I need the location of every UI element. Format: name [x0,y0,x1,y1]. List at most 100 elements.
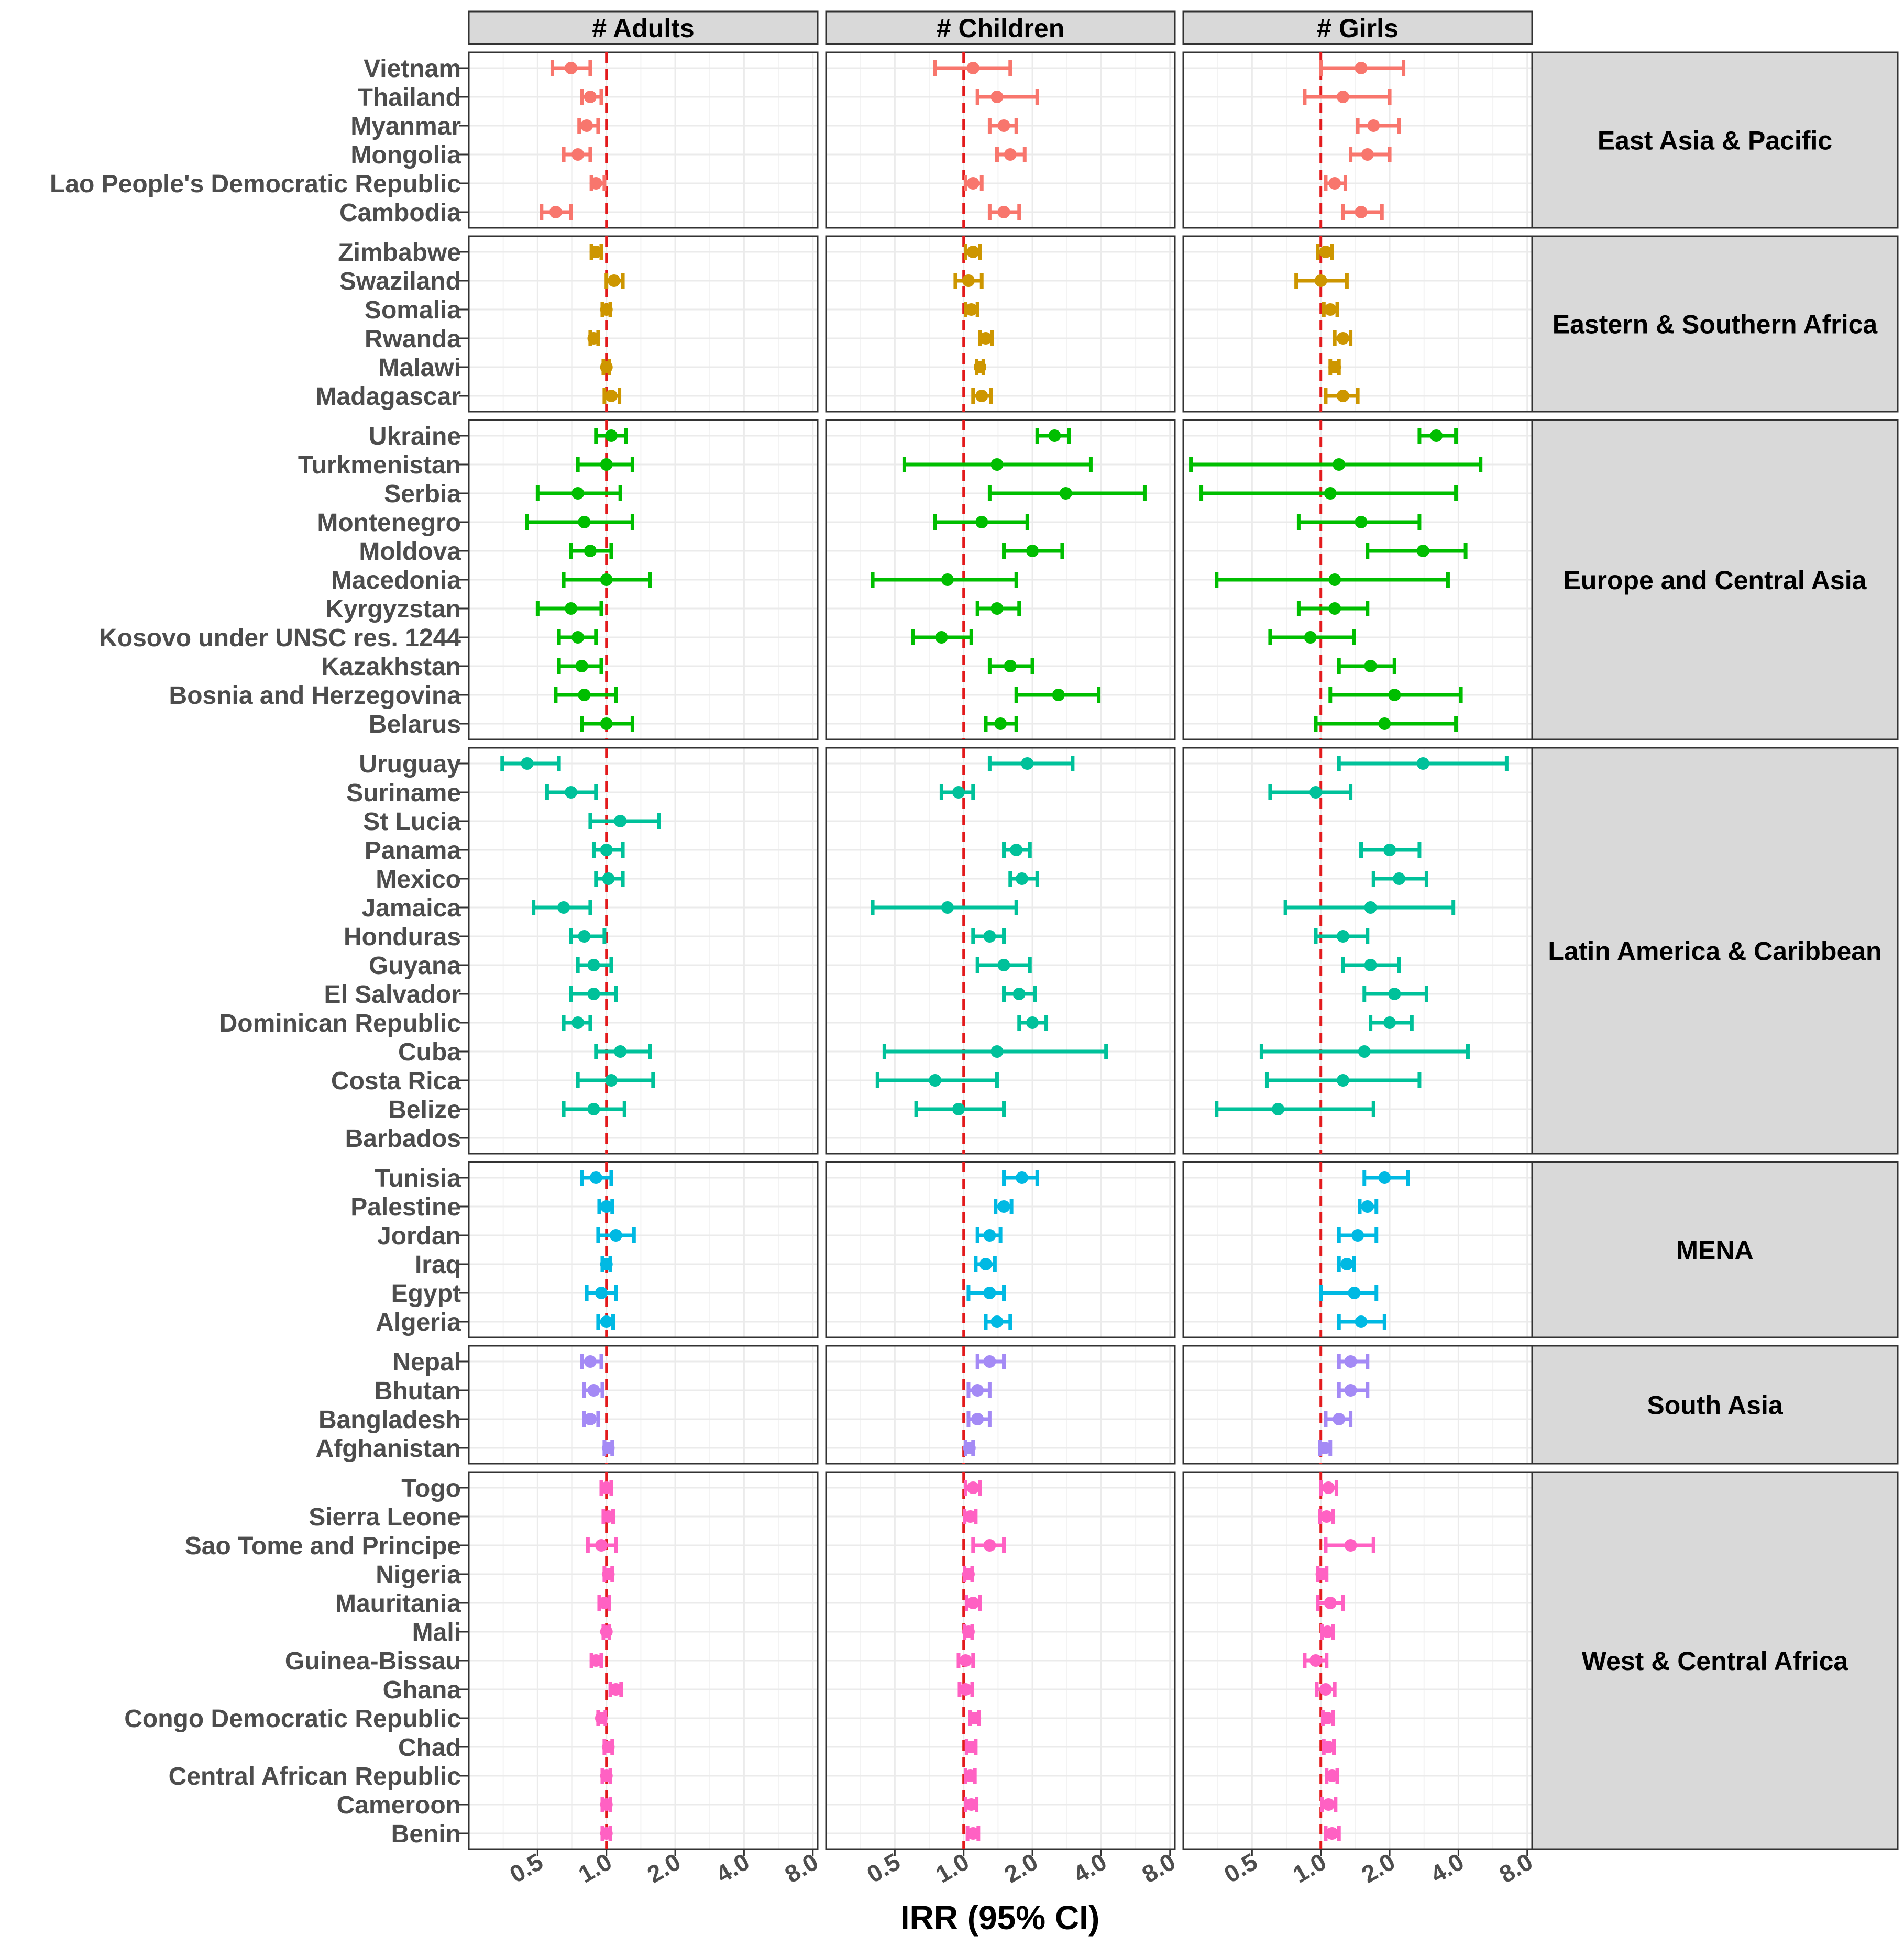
point-estimate [1355,206,1368,218]
point-estimate [584,91,597,103]
point-estimate [1320,1510,1333,1523]
point-estimate [1388,988,1401,1000]
point-estimate [1322,1741,1335,1753]
panel-border [825,419,1176,740]
region-strip-label: MENA [1676,1236,1753,1265]
country-label: Ukraine [369,423,461,450]
point-estimate [589,1654,602,1667]
x-tick-label: 8.0 [1137,1848,1180,1888]
x-tick-label: 4.0 [711,1848,754,1888]
x-tick-label: 0.5 [1219,1848,1262,1888]
point-estimate [1324,487,1337,500]
panel-header-box [468,10,819,45]
point-estimate [941,901,954,914]
point-estimate [975,516,988,528]
country-label: Afghanistan [316,1435,461,1463]
point-estimate [604,390,618,402]
country-label: Bosnia and Herzegovina [169,682,461,710]
point-estimate [971,1413,984,1425]
country-label: Mauritania [335,1590,461,1618]
point-estimate [587,988,600,1000]
point-estimate [990,1045,1004,1058]
point-estimate [1026,545,1039,557]
panel-border [825,51,1176,229]
point-estimate [952,1103,965,1115]
country-label: Belize [388,1096,461,1124]
point-estimate [604,1074,618,1087]
point-estimate [1361,148,1374,161]
point-estimate [1364,660,1377,672]
point-estimate [1393,872,1406,885]
point-estimate [602,1442,615,1454]
point-estimate [1336,332,1349,345]
x-axis-title: IRR (95% CI) [900,1899,1100,1937]
x-tick-label: 4.0 [1069,1848,1111,1888]
point-estimate [1383,1016,1396,1029]
point-estimate [600,1798,613,1811]
point-estimate [1004,148,1017,161]
point-estimate [608,274,621,287]
point-estimate [602,1568,615,1580]
point-estimate [1344,1539,1357,1552]
point-estimate [1309,786,1322,799]
point-estimate [1348,1287,1361,1299]
country-label: Tunisia [375,1165,461,1192]
point-estimate [1322,1798,1335,1811]
point-estimate [1344,1355,1357,1368]
region-strip-label: East Asia & Pacific [1598,126,1832,156]
point-estimate [600,1200,613,1213]
point-estimate [929,1074,942,1087]
point-estimate [1416,545,1429,557]
point-estimate [966,1597,979,1609]
point-estimate [602,872,615,885]
panel-border [468,747,819,1155]
data-marks [500,52,1509,1849]
point-estimate [598,1597,611,1609]
panel-border [468,1161,819,1338]
point-estimate [1430,429,1443,442]
country-label: Bangladesh [318,1406,461,1434]
point-estimate [600,1625,613,1638]
region-strip [1531,51,1899,229]
panel-header-box [1182,10,1533,45]
point-estimate [1364,959,1377,971]
x-tick-label: 1.0 [574,1848,616,1888]
point-estimate [1016,1171,1029,1184]
point-estimate [983,1355,996,1368]
point-estimate [959,1654,972,1667]
panel-border [1182,235,1533,413]
country-label: Panama [365,837,461,865]
point-estimate [587,1384,600,1397]
country-label: Kosovo under UNSC res. 1244 [99,624,461,652]
panel-border [468,235,819,413]
region-strip [1531,1345,1899,1465]
point-estimate [614,1045,627,1058]
point-estimate [962,1568,975,1580]
panel-border [825,1345,1176,1465]
panel-header-label: # Adults [592,14,694,43]
point-estimate [587,332,600,345]
region-strip [1531,1161,1899,1338]
panel-border [468,1345,819,1465]
panel-header-box [825,10,1176,45]
country-label: Mexico [376,866,461,893]
point-estimate [979,332,992,345]
point-estimate [587,1103,600,1115]
panel-header-label: # Girls [1317,14,1399,43]
region-strip-label: Eastern & Southern Africa [1553,310,1878,339]
point-estimate [595,1539,608,1552]
country-label: Turkmenistan [298,451,461,479]
point-estimate [578,689,591,701]
point-estimate [1388,689,1401,701]
point-estimate [990,91,1004,103]
country-label: Macedonia [331,567,461,594]
point-estimate [1319,1683,1332,1696]
panel-border [825,747,1176,1155]
point-estimate [580,119,593,132]
point-estimate [600,573,613,586]
point-estimate [983,1229,996,1242]
point-estimate [1321,1712,1334,1724]
point-estimate [1315,1568,1328,1580]
country-label: Cambodia [339,199,461,227]
